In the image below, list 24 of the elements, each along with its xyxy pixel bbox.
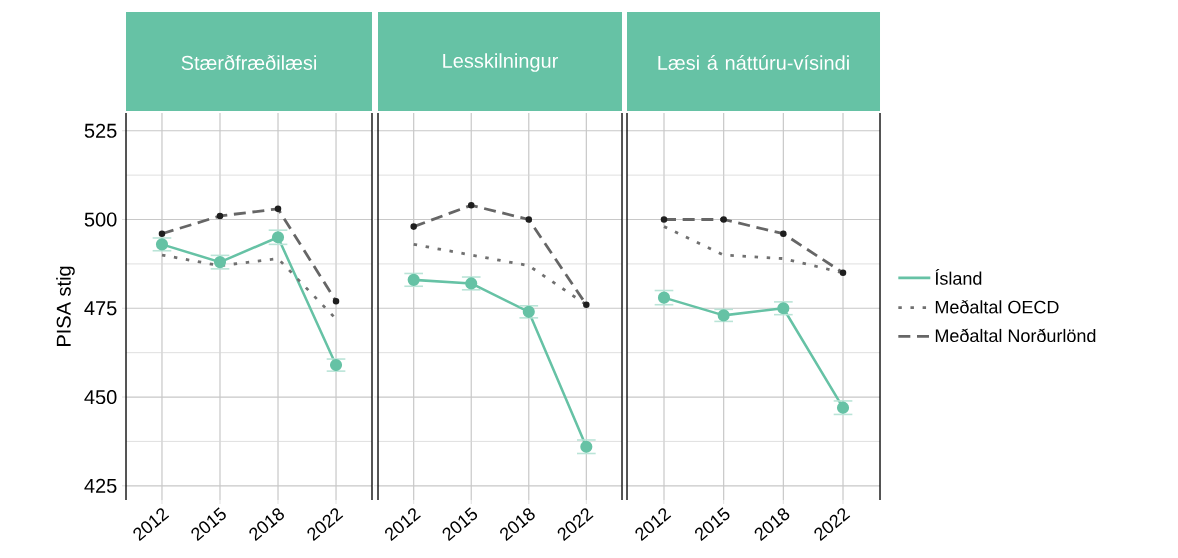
point bbox=[522, 305, 535, 318]
point bbox=[717, 309, 730, 322]
y-tick-label: 500 bbox=[84, 212, 117, 227]
point bbox=[465, 277, 478, 290]
chart-title: Læsi á náttúru-vísindi bbox=[658, 55, 849, 70]
y-tick-label: 425 bbox=[84, 478, 117, 493]
y-tick-label: 450 bbox=[84, 389, 117, 405]
point bbox=[329, 359, 343, 372]
point bbox=[271, 231, 285, 244]
y-tick-label: 525 bbox=[84, 123, 117, 138]
legend-label: Meðaltal OECD bbox=[935, 299, 1059, 314]
chart-title: Lesskilningur bbox=[443, 53, 558, 72]
point bbox=[155, 238, 169, 251]
legend-label: Ísland bbox=[935, 269, 982, 285]
point bbox=[777, 302, 790, 315]
point bbox=[580, 440, 593, 453]
point bbox=[213, 256, 227, 269]
legend-label: Meðaltal Norðurlönd bbox=[935, 328, 1096, 343]
point bbox=[836, 401, 850, 414]
y-axis-title: PISA stig bbox=[56, 266, 75, 346]
y-tick-label: 475 bbox=[84, 301, 117, 316]
chart-title: Stærðfræðilæsi bbox=[181, 55, 316, 70]
point bbox=[407, 273, 420, 286]
point bbox=[657, 291, 671, 304]
